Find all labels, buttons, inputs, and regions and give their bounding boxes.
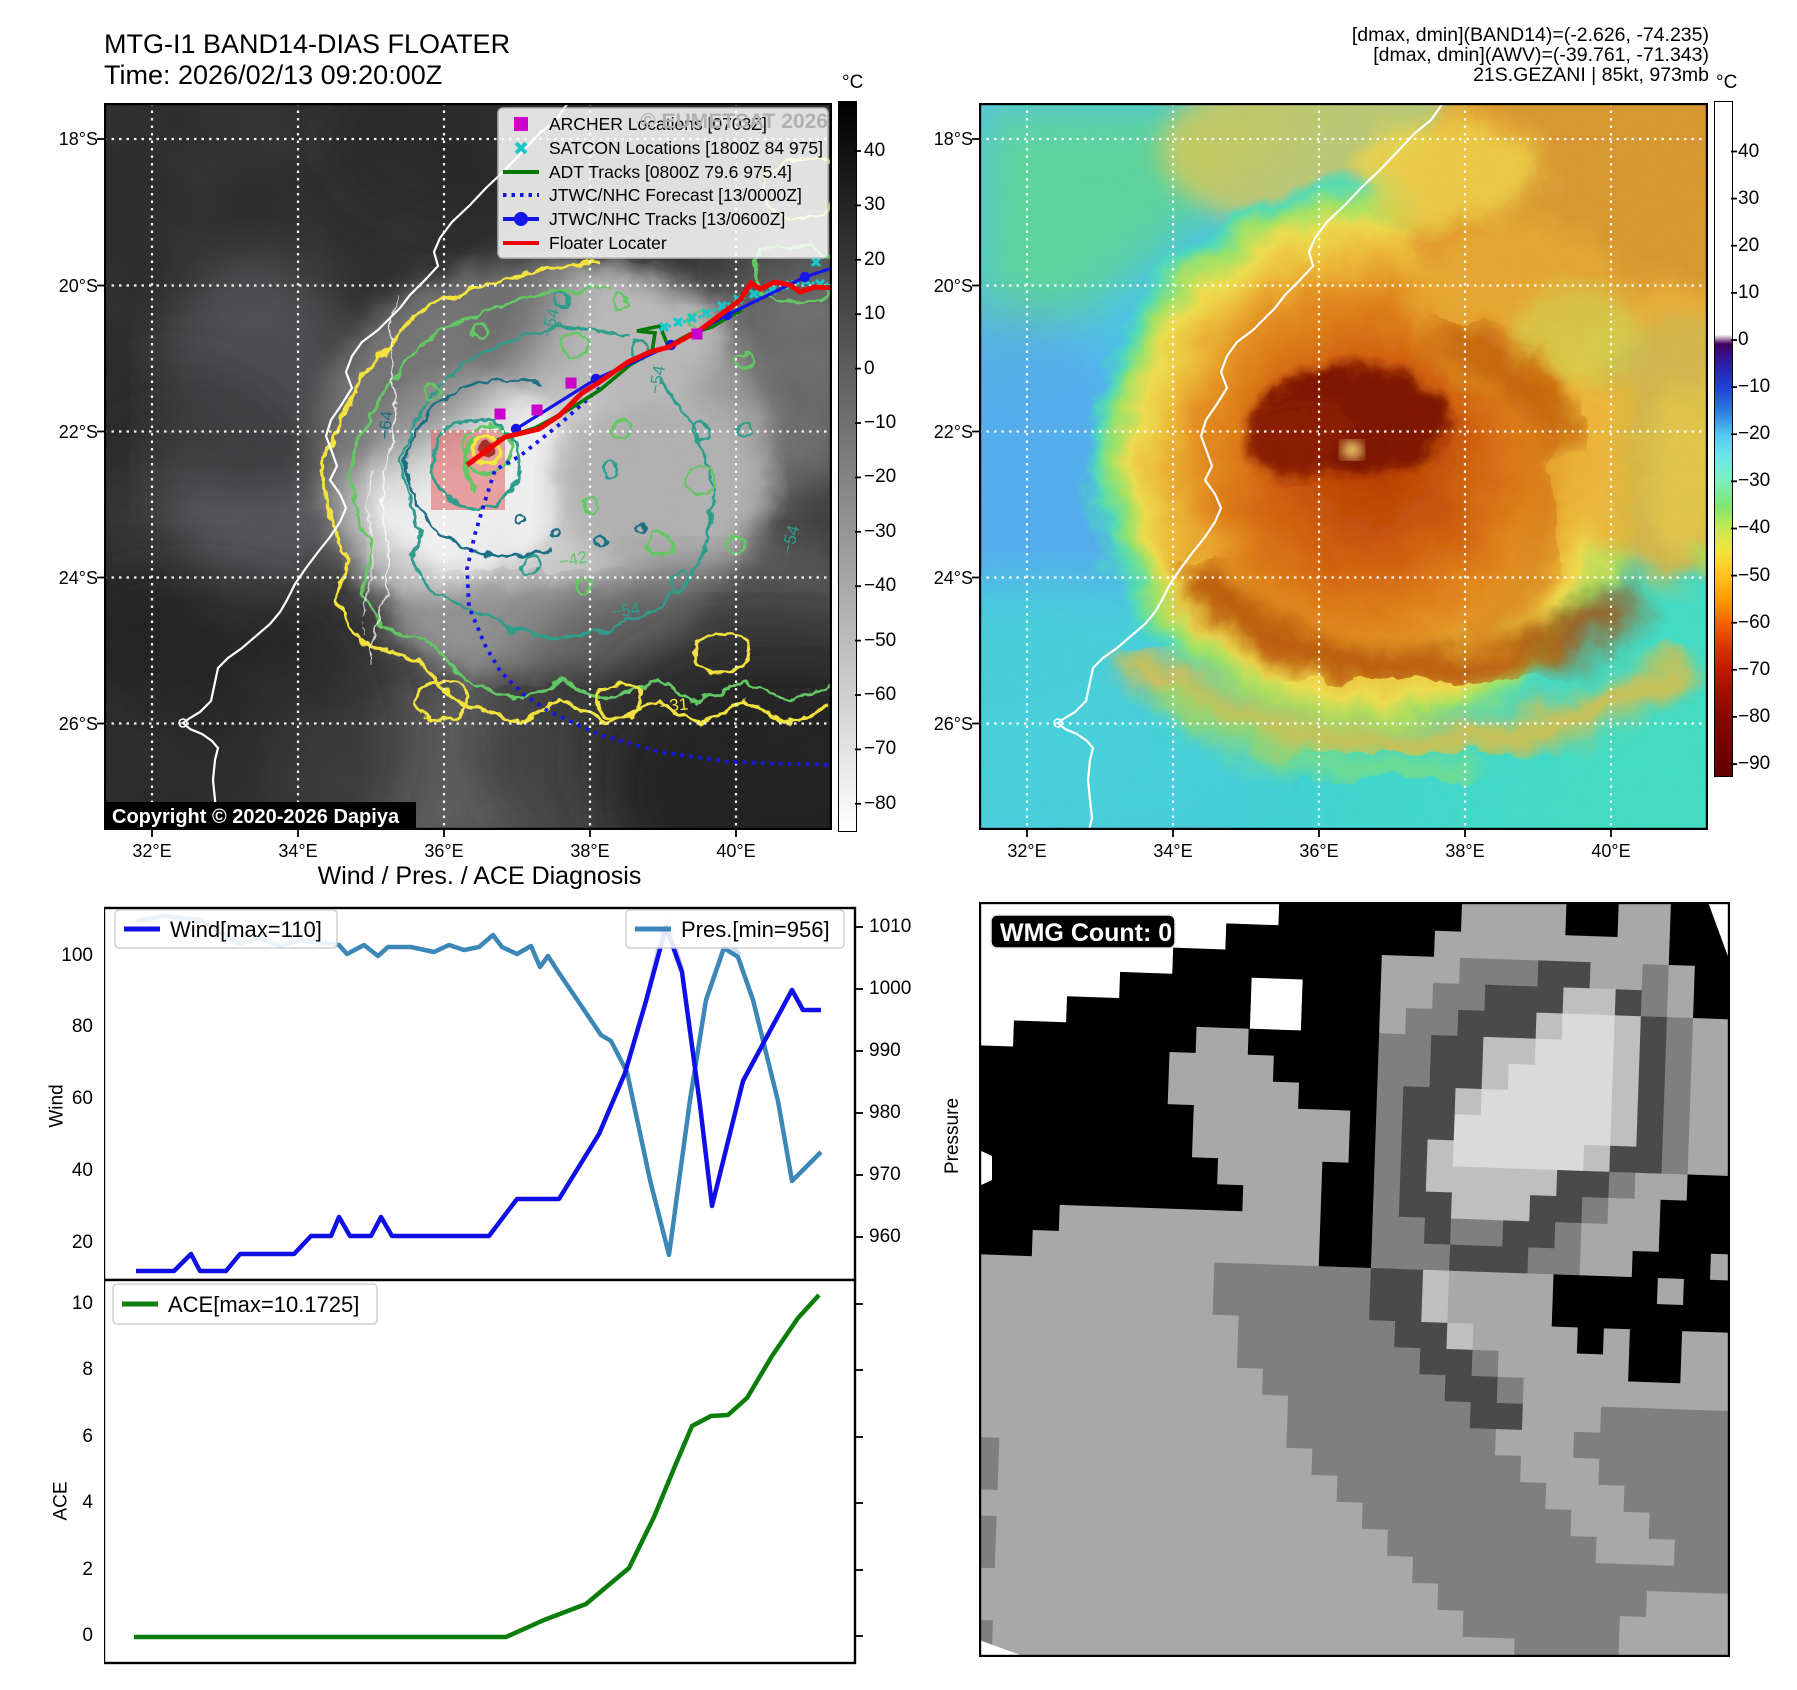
svg-text:−54: −54 [645,364,669,396]
svg-text:© EUMETSAT 2026: © EUMETSAT 2026 [640,110,828,133]
svg-text:ADT Tracks [0800Z 79.6 975.4]: ADT Tracks [0800Z 79.6 975.4] [549,162,792,182]
svg-text:−54: −54 [610,599,641,622]
svg-text:Floater Locater: Floater Locater [549,233,667,253]
svg-text:ARCHER Locations [0703Z]: ARCHER Locations [0703Z] [549,114,767,134]
svg-text:Pres.[min=956]: Pres.[min=956] [681,917,830,942]
svg-text:−31: −31 [659,695,689,716]
svg-text:Copyright © 2020-2026 Dapiya: Copyright © 2020-2026 Dapiya [112,806,400,828]
svg-text:ACE[max=10.1725]: ACE[max=10.1725] [168,1292,359,1317]
svg-text:SATCON Locations [1800Z 84 975: SATCON Locations [1800Z 84 975] [549,138,823,158]
svg-text:JTWC/NHC Tracks [13/0600Z]: JTWC/NHC Tracks [13/0600Z] [549,209,785,229]
svg-text:−64: −64 [375,410,396,440]
svg-text:WMG Count: 0: WMG Count: 0 [1000,919,1172,947]
svg-text:JTWC/NHC Forecast [13/0000Z]: JTWC/NHC Forecast [13/0000Z] [549,185,802,205]
svg-text:Wind[max=110]: Wind[max=110] [170,917,322,942]
